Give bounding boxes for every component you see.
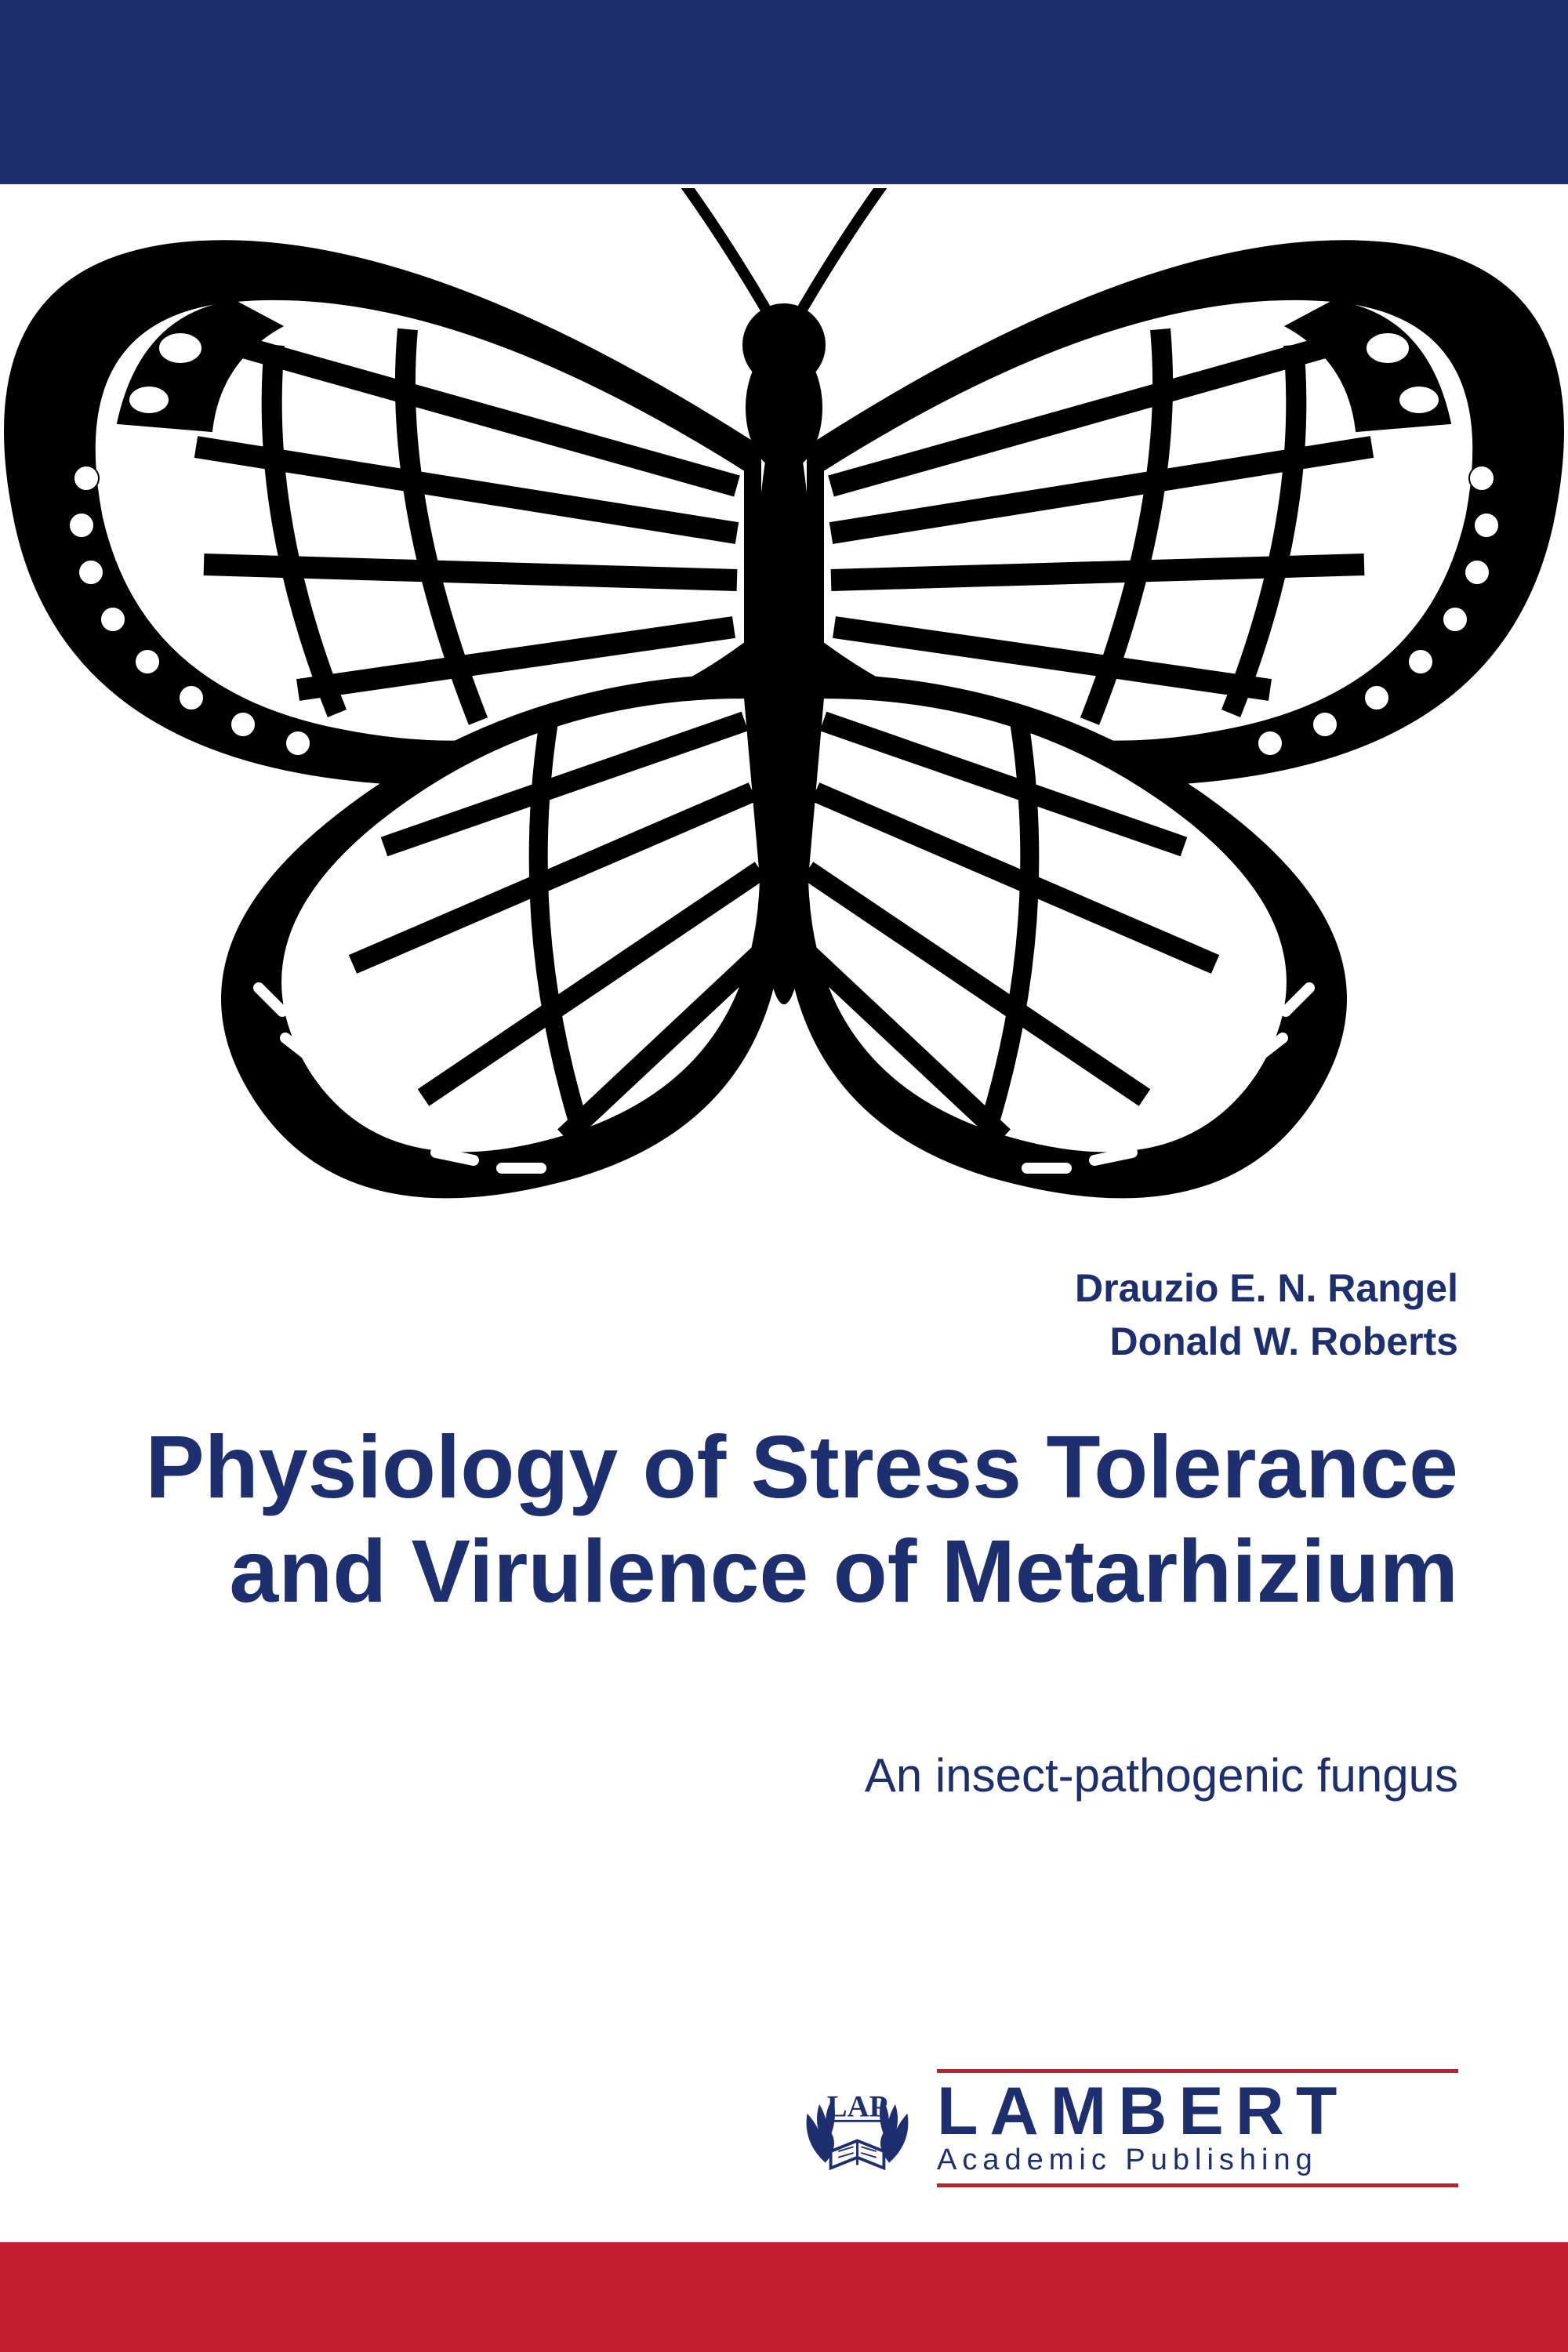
publisher-block: LAP LAMBERT Academic Publishing [797, 2069, 1458, 2187]
publisher-rule-bottom [937, 2183, 1458, 2187]
publisher-badge-text: LAP [827, 2089, 888, 2123]
book-subtitle: An insect-pathogenic fungus [865, 1748, 1458, 1802]
author-line: Donald W. Roberts [1075, 1316, 1458, 1369]
authors-block: Drauzio E. N. Rangel Donald W. Roberts [1075, 1262, 1458, 1368]
publisher-name: LAMBERT [937, 2078, 1458, 2145]
cover-illustration [0, 188, 1568, 1207]
butterfly-icon [0, 188, 1568, 1207]
book-title: Physiology of Stress Tolerance and Virul… [94, 1415, 1458, 1624]
bottom-band [0, 2242, 1568, 2352]
top-band [0, 0, 1568, 184]
publisher-logo-icon: LAP [797, 2074, 918, 2183]
publisher-text: LAMBERT Academic Publishing [937, 2069, 1458, 2187]
author-line: Drauzio E. N. Rangel [1075, 1262, 1458, 1316]
publisher-rule-top [937, 2069, 1458, 2073]
publisher-tagline: Academic Publishing [937, 2143, 1458, 2177]
